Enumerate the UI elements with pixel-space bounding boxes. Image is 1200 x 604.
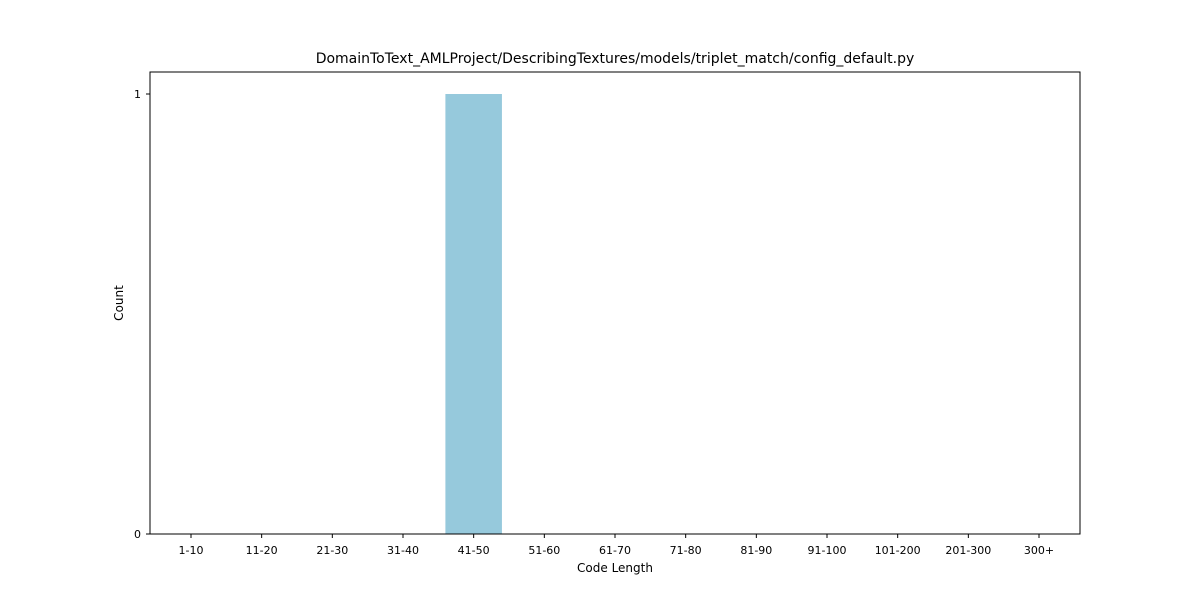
y-tick-label: 0 [134,528,141,541]
y-axis-label: Count [112,285,126,321]
x-tick-label: 101-200 [875,544,921,557]
x-tick-label: 61-70 [599,544,631,557]
x-tick-label: 11-20 [246,544,278,557]
x-tick-label: 201-300 [945,544,991,557]
x-tick-label: 31-40 [387,544,419,557]
y-tick-label: 1 [134,88,141,101]
x-tick-label: 300+ [1024,544,1054,557]
x-tick-label: 81-90 [740,544,772,557]
bar-41-50 [445,94,502,534]
bars-layer [445,94,502,534]
x-tick-label: 71-80 [670,544,702,557]
x-axis: 1-10 11-20 21-30 31-40 41-50 51-60 61-70 71-80 8… [179,534,1054,557]
x-tick-label: 21-30 [316,544,348,557]
x-axis-label: Code Length [577,561,653,575]
x-tick-label: 41-50 [458,544,490,557]
plot-frame [149,71,1081,535]
x-tick-label: 91-100 [808,544,847,557]
x-tick-label: 51-60 [528,544,560,557]
x-tick-label: 1-10 [179,544,204,557]
chart-title: DomainToText_AMLProject/DescribingTextur… [316,51,915,67]
y-axis: 01 [134,88,150,541]
